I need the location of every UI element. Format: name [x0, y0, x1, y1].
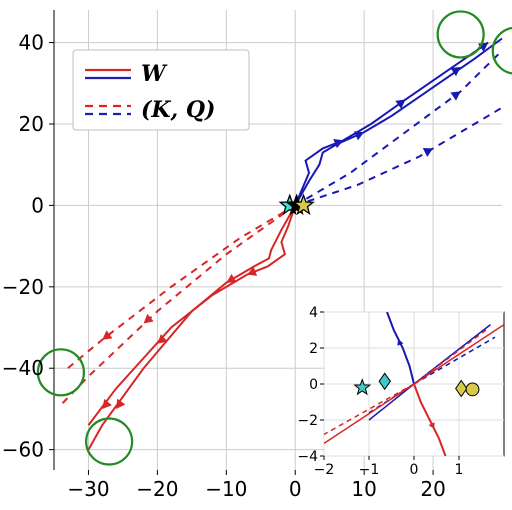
y-tick-label: −20 — [2, 275, 44, 299]
y-tick-label: −40 — [2, 356, 44, 380]
legend-label: W — [141, 61, 168, 87]
x-tick-label: 0 — [289, 477, 302, 501]
x-tick-label: 10 — [351, 477, 376, 501]
y-tick-label: 40 — [19, 31, 44, 55]
x-tick-label: −30 — [67, 477, 109, 501]
chart-svg: −30−20−1001020−60−40−2002040−2−101−4−202… — [0, 0, 512, 510]
inset-x-tick-label: 1 — [455, 462, 464, 478]
legend-label: (K, Q) — [141, 97, 215, 123]
inset-y-tick-label: 4 — [309, 305, 318, 321]
x-tick-label: −10 — [205, 477, 247, 501]
y-tick-label: 20 — [19, 112, 44, 136]
inset-y-tick-label: 0 — [309, 377, 318, 393]
inset-circle-marker — [466, 383, 479, 396]
x-tick-label: 20 — [420, 477, 445, 501]
inset-y-tick-label: −2 — [297, 413, 318, 429]
inset-x-tick-label: 0 — [410, 462, 419, 478]
inset-x-tick-label: −1 — [359, 462, 380, 478]
y-tick-label: 0 — [31, 193, 44, 217]
inset-y-tick-label: −4 — [297, 449, 318, 465]
y-tick-label: −60 — [2, 438, 44, 462]
x-tick-label: −20 — [136, 477, 178, 501]
inset-y-tick-label: 2 — [309, 341, 318, 357]
